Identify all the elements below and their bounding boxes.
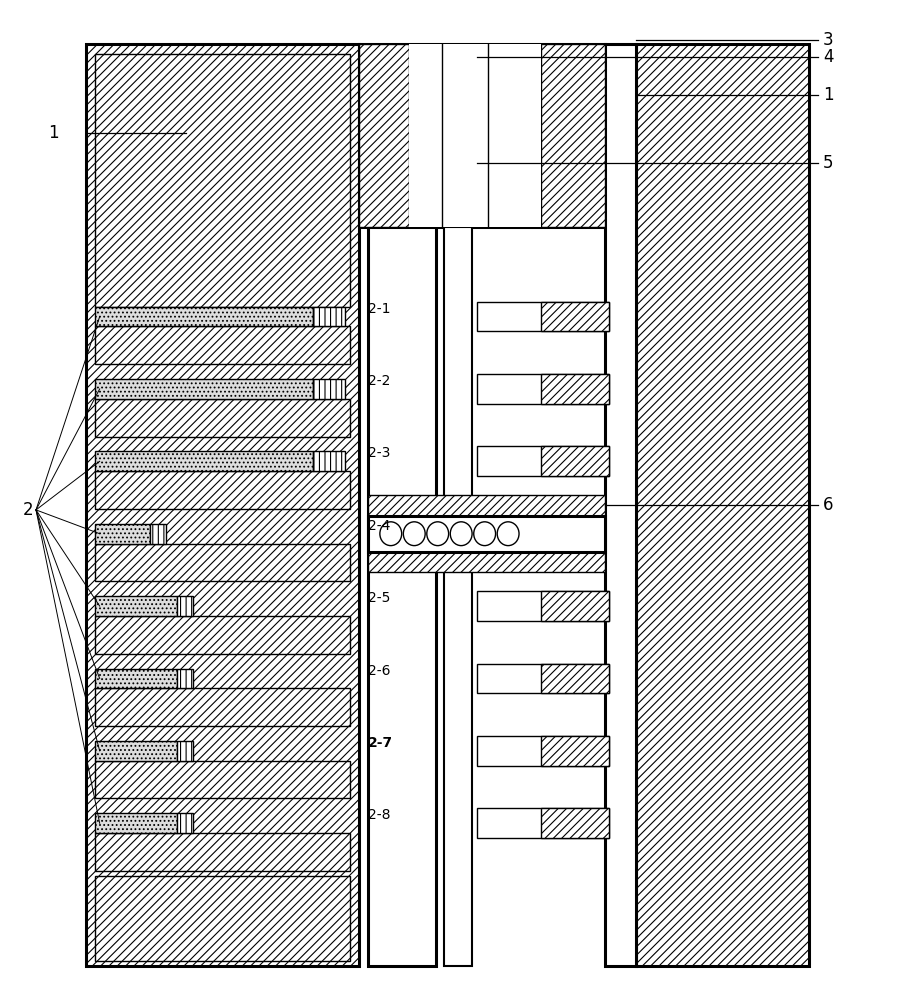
Bar bbox=[177, 669, 193, 688]
Bar bbox=[605, 44, 636, 966]
Bar bbox=[359, 44, 605, 227]
Bar bbox=[177, 741, 193, 761]
Bar bbox=[541, 664, 610, 693]
Bar bbox=[95, 307, 313, 326]
Bar bbox=[477, 591, 610, 621]
Bar bbox=[95, 451, 313, 471]
Text: 2: 2 bbox=[22, 501, 33, 519]
Text: 5: 5 bbox=[823, 154, 834, 172]
Bar bbox=[95, 379, 313, 399]
Bar bbox=[477, 736, 610, 766]
Bar bbox=[86, 44, 359, 966]
Text: 2-2: 2-2 bbox=[368, 374, 390, 388]
Bar bbox=[541, 808, 610, 838]
Bar bbox=[477, 302, 610, 331]
Bar bbox=[477, 808, 610, 838]
Text: 6: 6 bbox=[823, 496, 834, 514]
Bar bbox=[477, 374, 610, 404]
Bar bbox=[368, 516, 605, 552]
Bar bbox=[95, 399, 350, 437]
Text: 2-7: 2-7 bbox=[368, 736, 393, 750]
Text: 2-3: 2-3 bbox=[368, 446, 390, 460]
Bar bbox=[95, 833, 350, 871]
Bar bbox=[95, 616, 350, 654]
Bar bbox=[313, 451, 345, 471]
Bar bbox=[368, 552, 605, 572]
Text: 2-1: 2-1 bbox=[368, 302, 390, 316]
Bar bbox=[95, 544, 350, 581]
Bar bbox=[541, 736, 610, 766]
Bar bbox=[368, 227, 436, 966]
Bar bbox=[95, 813, 177, 833]
Bar bbox=[95, 741, 177, 761]
Bar bbox=[95, 524, 150, 544]
Bar bbox=[150, 524, 165, 544]
Text: 2-6: 2-6 bbox=[368, 664, 390, 678]
Bar bbox=[444, 227, 472, 966]
Bar bbox=[95, 596, 177, 616]
Bar bbox=[541, 446, 610, 476]
Bar bbox=[541, 302, 610, 331]
Text: 2-5: 2-5 bbox=[368, 591, 390, 605]
Bar bbox=[95, 54, 350, 307]
Bar bbox=[177, 596, 193, 616]
Bar bbox=[541, 44, 605, 227]
Bar bbox=[95, 669, 177, 688]
Circle shape bbox=[450, 522, 472, 546]
Text: 3: 3 bbox=[823, 31, 834, 49]
Text: 1: 1 bbox=[823, 86, 834, 104]
Text: 2-8: 2-8 bbox=[368, 808, 390, 822]
Bar bbox=[313, 307, 345, 326]
Bar bbox=[95, 471, 350, 509]
Bar bbox=[313, 379, 345, 399]
Circle shape bbox=[380, 522, 402, 546]
Bar bbox=[477, 446, 610, 476]
Bar bbox=[477, 664, 610, 693]
Bar bbox=[95, 876, 350, 961]
Bar bbox=[368, 495, 605, 516]
Bar bbox=[636, 44, 810, 966]
Circle shape bbox=[474, 522, 496, 546]
Bar bbox=[95, 688, 350, 726]
Bar bbox=[541, 374, 610, 404]
Bar bbox=[409, 44, 541, 227]
Bar bbox=[95, 326, 350, 364]
Circle shape bbox=[498, 522, 519, 546]
Bar bbox=[177, 813, 193, 833]
Text: 2-4: 2-4 bbox=[368, 519, 390, 533]
Text: 1: 1 bbox=[48, 124, 59, 142]
Bar bbox=[541, 591, 610, 621]
Bar bbox=[359, 44, 409, 227]
Circle shape bbox=[427, 522, 449, 546]
Circle shape bbox=[403, 522, 425, 546]
Bar bbox=[95, 761, 350, 798]
Text: 4: 4 bbox=[823, 48, 834, 66]
